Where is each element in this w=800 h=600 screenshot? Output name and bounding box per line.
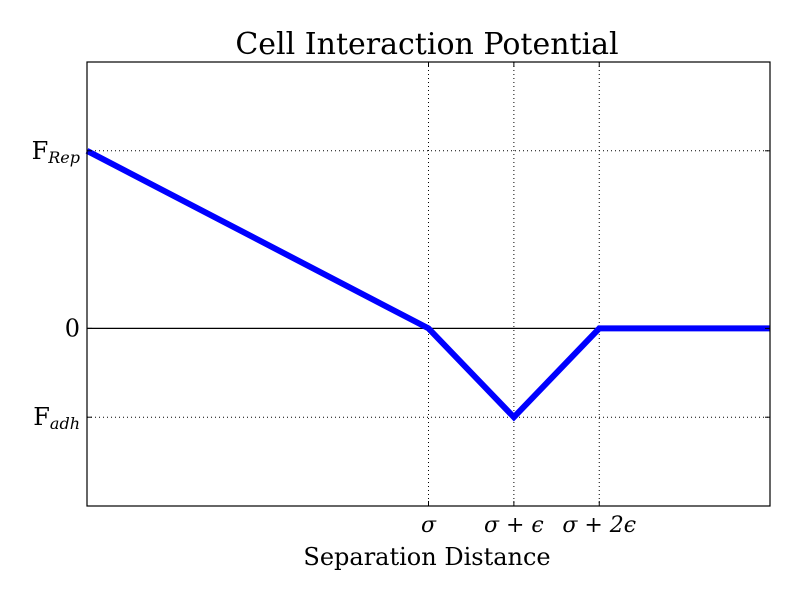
grid-lines xyxy=(87,62,770,506)
y-tick-label-main: F xyxy=(33,403,50,431)
y-tick-label: 0 xyxy=(65,314,80,342)
y-tick-label: Fadh xyxy=(33,403,80,433)
y-tick-label-subscript: Rep xyxy=(47,148,80,167)
plot-frame xyxy=(86,61,771,507)
curve-vertex-point xyxy=(428,327,429,329)
curve-vertex-point xyxy=(598,327,600,329)
y-tick-label-subscript: adh xyxy=(50,414,80,433)
curve-vertex-point xyxy=(513,416,515,418)
x-tick-label: σ + ϵ xyxy=(484,513,544,538)
y-tick-label: FRep xyxy=(32,137,80,167)
y-tick-label-main: F xyxy=(32,137,49,165)
x-tick-label: σ + 2ϵ xyxy=(562,513,636,538)
chart-title: Cell Interaction Potential xyxy=(235,27,618,62)
x-tick-label: σ xyxy=(421,513,437,538)
y-tick-label-main: 0 xyxy=(65,314,80,342)
x-axis-label: Separation Distance xyxy=(303,543,550,571)
